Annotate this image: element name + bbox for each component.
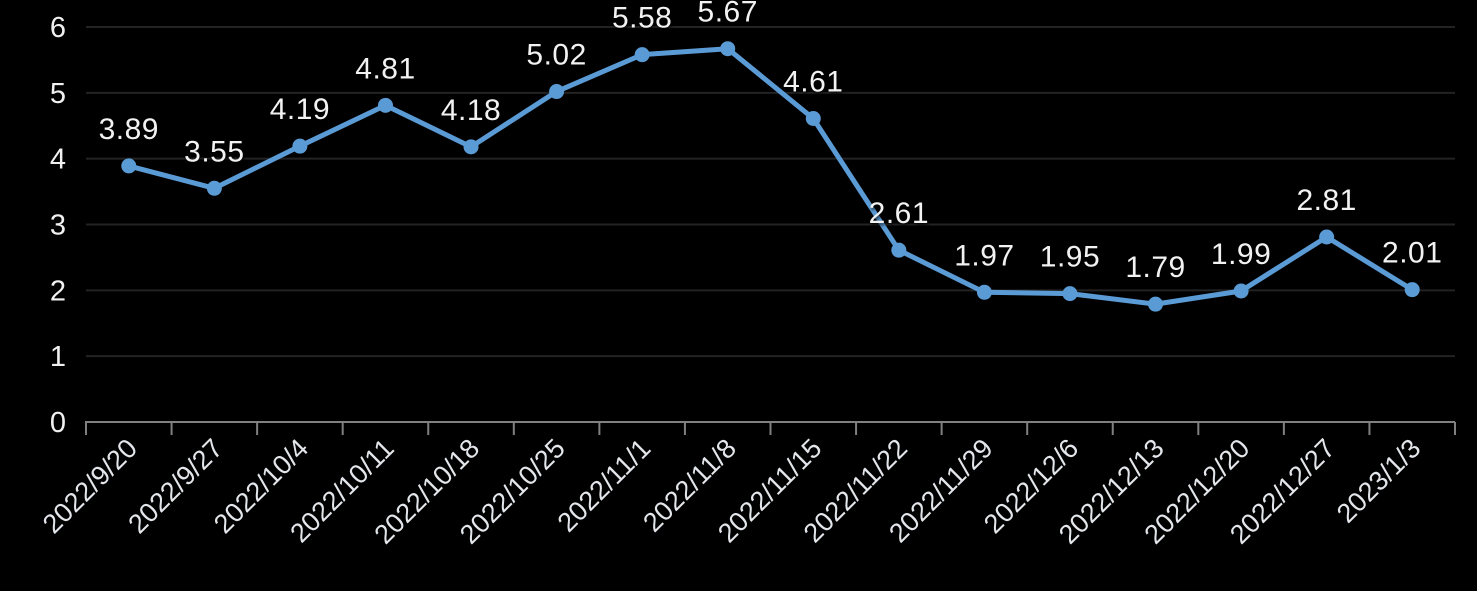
data-label: 2.61 (869, 197, 929, 230)
line-series (126, 46, 1415, 307)
data-point-marker (1404, 282, 1420, 298)
data-point-marker (292, 138, 308, 154)
data-label: 5.02 (526, 39, 586, 72)
data-label: 3.55 (184, 135, 244, 168)
data-point-marker (720, 41, 736, 57)
data-point-marker (549, 84, 565, 100)
data-label: 1.79 (1125, 251, 1185, 284)
data-point-marker (121, 158, 137, 174)
data-point-marker (206, 180, 222, 196)
y-axis-tick-label: 4 (50, 144, 66, 176)
data-label: 5.58 (612, 2, 672, 35)
x-axis-tick-label: 2023/1/3 (1331, 433, 1427, 529)
y-axis-tick-label: 6 (50, 12, 66, 44)
data-point-marker (976, 284, 992, 300)
data-point-marker (1148, 296, 1164, 312)
data-label: 4.18 (441, 94, 501, 127)
data-point-marker (805, 111, 821, 127)
data-label: 2.81 (1296, 184, 1356, 217)
data-point-marker (377, 97, 393, 113)
y-axis-tick-label: 2 (50, 275, 66, 307)
data-point-marker (1233, 283, 1249, 299)
y-axis-tick-label: 5 (50, 78, 66, 110)
data-point-marker (463, 139, 479, 155)
y-axis-tick-label: 1 (50, 341, 66, 373)
data-point-marker (1319, 229, 1335, 245)
data-point-marker (1062, 286, 1078, 302)
data-point-marker (891, 242, 907, 258)
data-label: 4.81 (355, 52, 415, 85)
data-label: 2.01 (1382, 237, 1442, 270)
data-label: 1.95 (1040, 241, 1100, 274)
data-label: 4.61 (783, 66, 843, 99)
data-label: 1.97 (954, 239, 1014, 272)
data-label: 5.67 (698, 0, 758, 29)
data-label: 3.89 (99, 113, 159, 146)
data-label: 4.19 (270, 93, 330, 126)
y-axis-tick-label: 3 (50, 210, 66, 242)
y-axis-tick-label: 0 (50, 407, 66, 439)
data-label: 1.99 (1211, 238, 1271, 271)
data-point-marker (634, 47, 650, 63)
x-axis-tick-label: 2022/11/1 (552, 433, 657, 538)
